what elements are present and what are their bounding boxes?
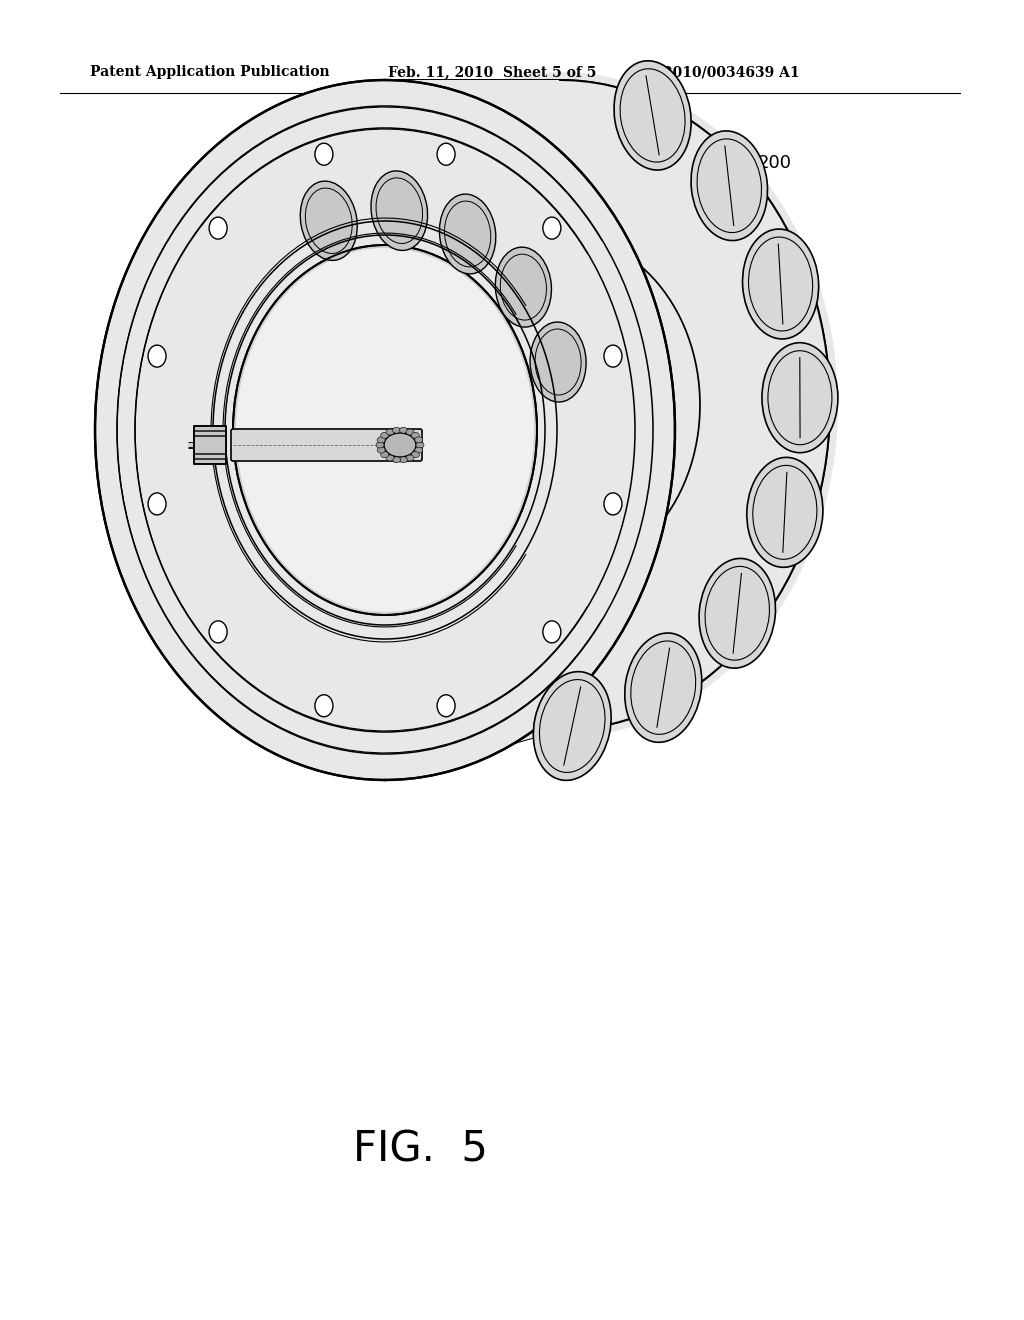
- Polygon shape: [385, 81, 829, 780]
- Ellipse shape: [315, 694, 333, 717]
- Ellipse shape: [625, 634, 701, 742]
- Text: 113: 113: [156, 378, 190, 396]
- Ellipse shape: [148, 345, 166, 367]
- Ellipse shape: [530, 322, 586, 403]
- Ellipse shape: [604, 345, 622, 367]
- FancyBboxPatch shape: [231, 429, 422, 461]
- Ellipse shape: [412, 451, 419, 458]
- Ellipse shape: [399, 428, 408, 433]
- Text: 114: 114: [151, 557, 185, 576]
- Ellipse shape: [384, 433, 416, 457]
- Ellipse shape: [412, 433, 419, 438]
- FancyBboxPatch shape: [194, 432, 226, 459]
- Ellipse shape: [376, 442, 384, 447]
- Ellipse shape: [236, 248, 534, 612]
- Ellipse shape: [762, 343, 838, 453]
- Ellipse shape: [386, 429, 394, 436]
- Ellipse shape: [209, 620, 227, 643]
- Ellipse shape: [392, 457, 400, 463]
- Ellipse shape: [534, 672, 611, 780]
- Ellipse shape: [377, 437, 385, 444]
- Ellipse shape: [415, 437, 423, 444]
- Ellipse shape: [282, 73, 838, 738]
- Text: 200: 200: [758, 154, 792, 172]
- Text: US 2010/0034639 A1: US 2010/0034639 A1: [636, 65, 800, 79]
- Ellipse shape: [315, 144, 333, 165]
- Ellipse shape: [415, 447, 423, 453]
- Ellipse shape: [233, 246, 537, 615]
- Ellipse shape: [377, 447, 385, 453]
- Ellipse shape: [437, 144, 455, 165]
- Ellipse shape: [209, 216, 227, 239]
- Text: 102: 102: [186, 249, 220, 267]
- Ellipse shape: [746, 457, 823, 568]
- Ellipse shape: [416, 442, 424, 447]
- Text: Feb. 11, 2010  Sheet 5 of 5: Feb. 11, 2010 Sheet 5 of 5: [388, 65, 596, 79]
- Text: 208: 208: [655, 337, 689, 355]
- Ellipse shape: [496, 247, 552, 327]
- FancyBboxPatch shape: [194, 436, 226, 454]
- Ellipse shape: [406, 429, 414, 436]
- Ellipse shape: [691, 131, 768, 240]
- Ellipse shape: [381, 451, 389, 458]
- Ellipse shape: [439, 194, 496, 273]
- Ellipse shape: [399, 457, 408, 463]
- Ellipse shape: [614, 61, 691, 170]
- Ellipse shape: [543, 620, 561, 643]
- Text: Patent Application Publication: Patent Application Publication: [90, 65, 330, 79]
- Ellipse shape: [437, 694, 455, 717]
- Text: FIG.  5: FIG. 5: [352, 1129, 487, 1171]
- Text: 206: 206: [652, 286, 686, 305]
- Ellipse shape: [543, 216, 561, 239]
- Ellipse shape: [742, 230, 818, 339]
- Ellipse shape: [392, 428, 400, 433]
- Bar: [194, 426, 226, 465]
- Ellipse shape: [381, 433, 389, 438]
- FancyBboxPatch shape: [194, 426, 226, 465]
- Ellipse shape: [300, 181, 357, 260]
- Ellipse shape: [406, 455, 414, 461]
- Ellipse shape: [699, 558, 775, 668]
- Ellipse shape: [371, 170, 428, 251]
- Ellipse shape: [95, 81, 675, 780]
- Text: 104: 104: [628, 203, 663, 220]
- Text: 220: 220: [394, 523, 428, 541]
- Ellipse shape: [386, 455, 394, 461]
- Ellipse shape: [148, 492, 166, 515]
- Ellipse shape: [604, 492, 622, 515]
